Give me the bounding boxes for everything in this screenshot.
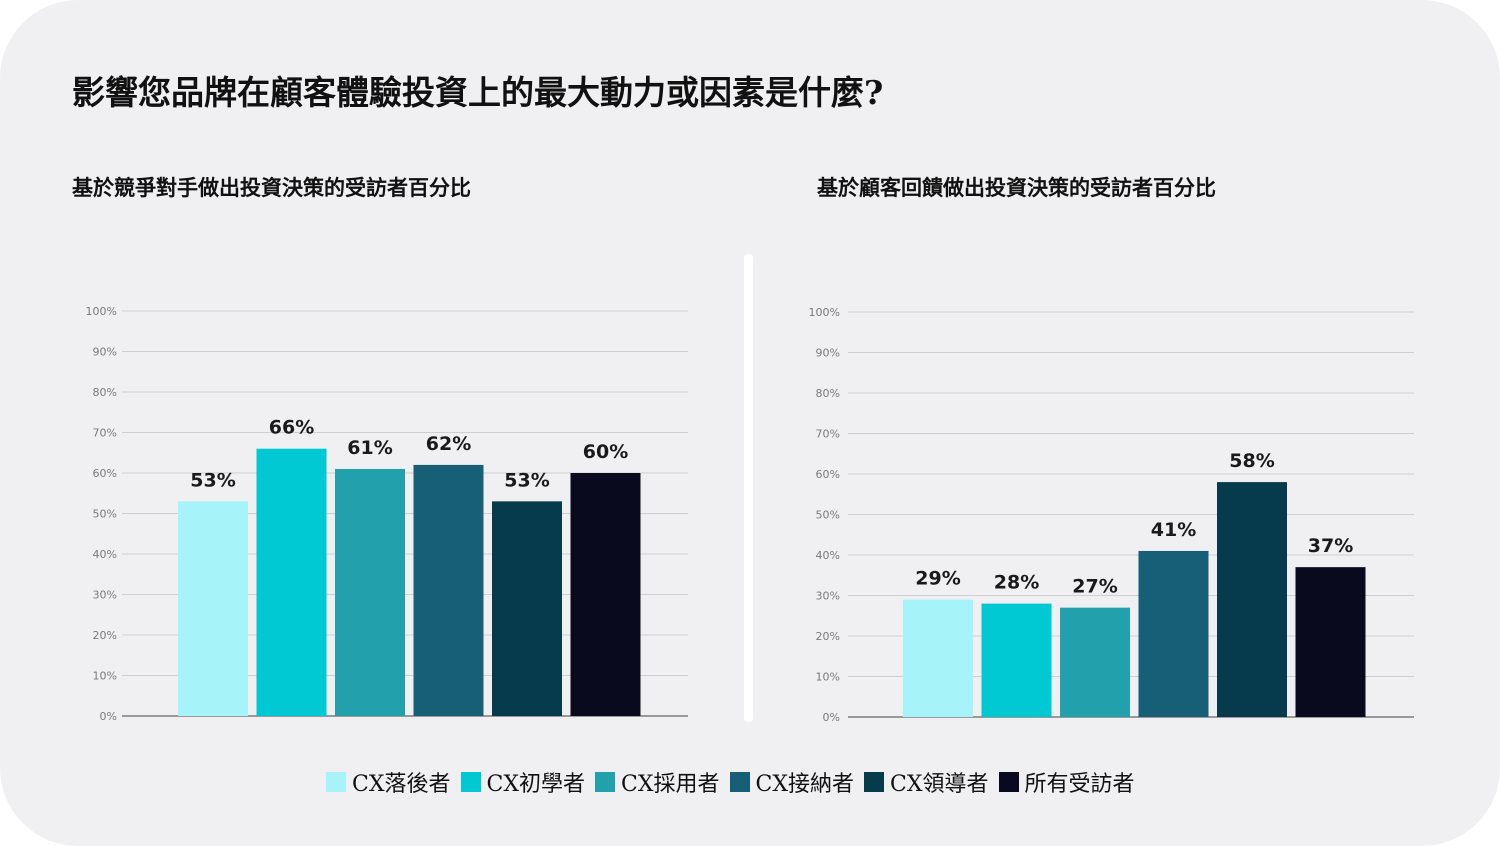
- data-label: 29%: [915, 568, 960, 590]
- legend-item-leaders: CX領導者: [864, 766, 989, 798]
- legend-label: CX採用者: [621, 772, 720, 797]
- data-label: 53%: [190, 469, 235, 491]
- y-tick-label: 60%: [816, 468, 840, 481]
- y-tick-label: 10%: [93, 670, 117, 683]
- legend-label: CX初學者: [486, 772, 586, 797]
- y-tick-label: 70%: [93, 427, 117, 440]
- bar: [1295, 567, 1366, 717]
- data-label: 66%: [269, 417, 314, 439]
- bar: [570, 473, 641, 716]
- legend-swatch: [729, 772, 750, 792]
- y-tick-label: 100%: [86, 305, 117, 318]
- legend-swatch: [864, 772, 884, 792]
- data-label: 28%: [994, 572, 1039, 594]
- y-tick-label: 100%: [809, 306, 840, 319]
- y-tick-label: 50%: [816, 509, 840, 522]
- data-label: 53%: [504, 469, 549, 491]
- y-tick-label: 70%: [816, 428, 840, 441]
- legend-swatch: [595, 772, 615, 792]
- y-tick-label: 10%: [816, 671, 840, 684]
- y-tick-label: 40%: [93, 548, 117, 561]
- data-label: 60%: [583, 441, 628, 463]
- data-label: 61%: [347, 437, 392, 459]
- y-tick-label: 0%: [100, 710, 117, 723]
- y-tick-label: 90%: [816, 347, 840, 360]
- legend-swatch: [326, 772, 346, 792]
- legend-label: CX落後者: [352, 772, 451, 797]
- legend: CX落後者 CX初學者 CX採用者 CX接納者 CX領導者 所有受訪者: [326, 766, 1145, 798]
- y-tick-label: 60%: [93, 467, 117, 480]
- legend-item-laggards: CX落後者: [326, 766, 451, 798]
- bar: [335, 468, 405, 716]
- data-label: 37%: [1308, 535, 1353, 557]
- y-tick-label: 0%: [823, 711, 840, 724]
- legend-item-beginners: CX初學者: [460, 766, 586, 798]
- data-label: 41%: [1151, 519, 1196, 541]
- legend-item-embracers: CX接納者: [729, 766, 855, 798]
- y-tick-label: 80%: [93, 386, 117, 399]
- y-tick-label: 50%: [93, 508, 117, 521]
- legend-item-adopters: CX採用者: [595, 766, 720, 798]
- y-tick-label: 30%: [816, 590, 840, 603]
- bar: [981, 603, 1052, 717]
- right-chart-title: 基於顧客回饋做出投資決策的受訪者百分比: [817, 175, 1216, 200]
- data-label: 58%: [1229, 450, 1274, 472]
- y-tick-label: 80%: [816, 387, 840, 400]
- left-chart-title: 基於競爭對手做出投資決策的受訪者百分比: [72, 175, 471, 200]
- data-label: 27%: [1072, 576, 1117, 598]
- y-tick-label: 20%: [93, 629, 117, 642]
- bar: [1060, 607, 1130, 717]
- chart-divider: [744, 254, 753, 722]
- y-tick-label: 30%: [93, 589, 117, 602]
- bar: [256, 448, 327, 716]
- legend-label: CX接納者: [755, 772, 855, 797]
- bar: [903, 599, 973, 717]
- y-tick-label: 90%: [93, 346, 117, 359]
- bar: [1217, 482, 1287, 717]
- legend-swatch: [998, 772, 1019, 792]
- legend-swatch: [460, 772, 481, 792]
- y-tick-label: 20%: [816, 630, 840, 643]
- bar: [178, 501, 248, 716]
- data-label: 62%: [426, 433, 471, 455]
- page-title: 影響您品牌在顧客體驗投資上的最大動力或因素是什麼?: [72, 73, 884, 112]
- y-tick-label: 40%: [816, 549, 840, 562]
- bar: [413, 464, 484, 716]
- legend-label: 所有受訪者: [1024, 772, 1135, 797]
- bar: [492, 501, 562, 716]
- bar: [1138, 550, 1209, 717]
- legend-item-all-respondents: 所有受訪者: [998, 766, 1135, 798]
- legend-label: CX領導者: [890, 772, 989, 797]
